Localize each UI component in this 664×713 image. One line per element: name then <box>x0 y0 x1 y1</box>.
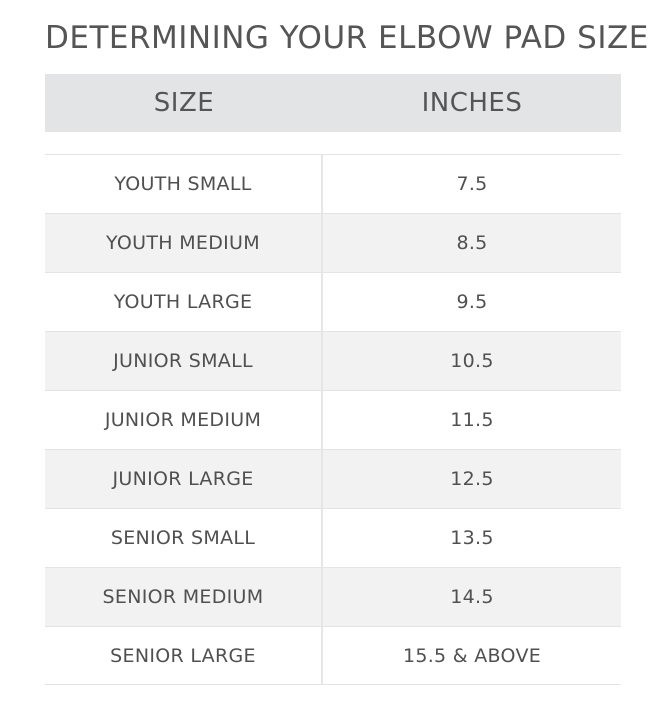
table-row: SENIOR MEDIUM 14.5 <box>45 567 621 626</box>
table-row: SENIOR LARGE 15.5 & ABOVE <box>45 626 621 685</box>
size-cell: JUNIOR MEDIUM <box>45 391 323 449</box>
inches-cell: 9.5 <box>456 291 488 313</box>
size-cell: YOUTH LARGE <box>45 273 323 331</box>
table-row: YOUTH SMALL 7.5 <box>45 154 621 213</box>
table-header: SIZE INCHES <box>45 74 621 132</box>
table-row: JUNIOR LARGE 12.5 <box>45 449 621 508</box>
inches-cell: 14.5 <box>450 586 494 608</box>
size-cell: JUNIOR LARGE <box>45 450 323 508</box>
size-cell: YOUTH SMALL <box>45 155 323 213</box>
table-row: YOUTH LARGE 9.5 <box>45 272 621 331</box>
inches-cell: 12.5 <box>450 468 494 490</box>
inches-cell: 7.5 <box>456 173 488 195</box>
table-row: YOUTH MEDIUM 8.5 <box>45 213 621 272</box>
inches-cell: 11.5 <box>450 409 494 431</box>
inches-cell: 13.5 <box>450 527 494 549</box>
inches-cell: 10.5 <box>450 350 494 372</box>
size-cell: SENIOR MEDIUM <box>45 568 323 626</box>
inches-cell: 8.5 <box>456 232 488 254</box>
column-header-inches: INCHES <box>421 88 523 118</box>
size-cell: YOUTH MEDIUM <box>45 214 323 272</box>
size-cell: SENIOR SMALL <box>45 509 323 567</box>
size-cell: JUNIOR SMALL <box>45 332 323 390</box>
column-header-size: SIZE <box>153 88 215 118</box>
size-table: YOUTH SMALL 7.5 YOUTH MEDIUM 8.5 YOUTH L… <box>45 154 621 685</box>
inches-cell: 15.5 & ABOVE <box>402 644 542 667</box>
table-row: SENIOR SMALL 13.5 <box>45 508 621 567</box>
table-row: JUNIOR MEDIUM 11.5 <box>45 390 621 449</box>
size-cell: SENIOR LARGE <box>45 627 323 684</box>
table-row: JUNIOR SMALL 10.5 <box>45 331 621 390</box>
page-title: DETERMINING YOUR ELBOW PAD SIZE <box>45 20 649 56</box>
